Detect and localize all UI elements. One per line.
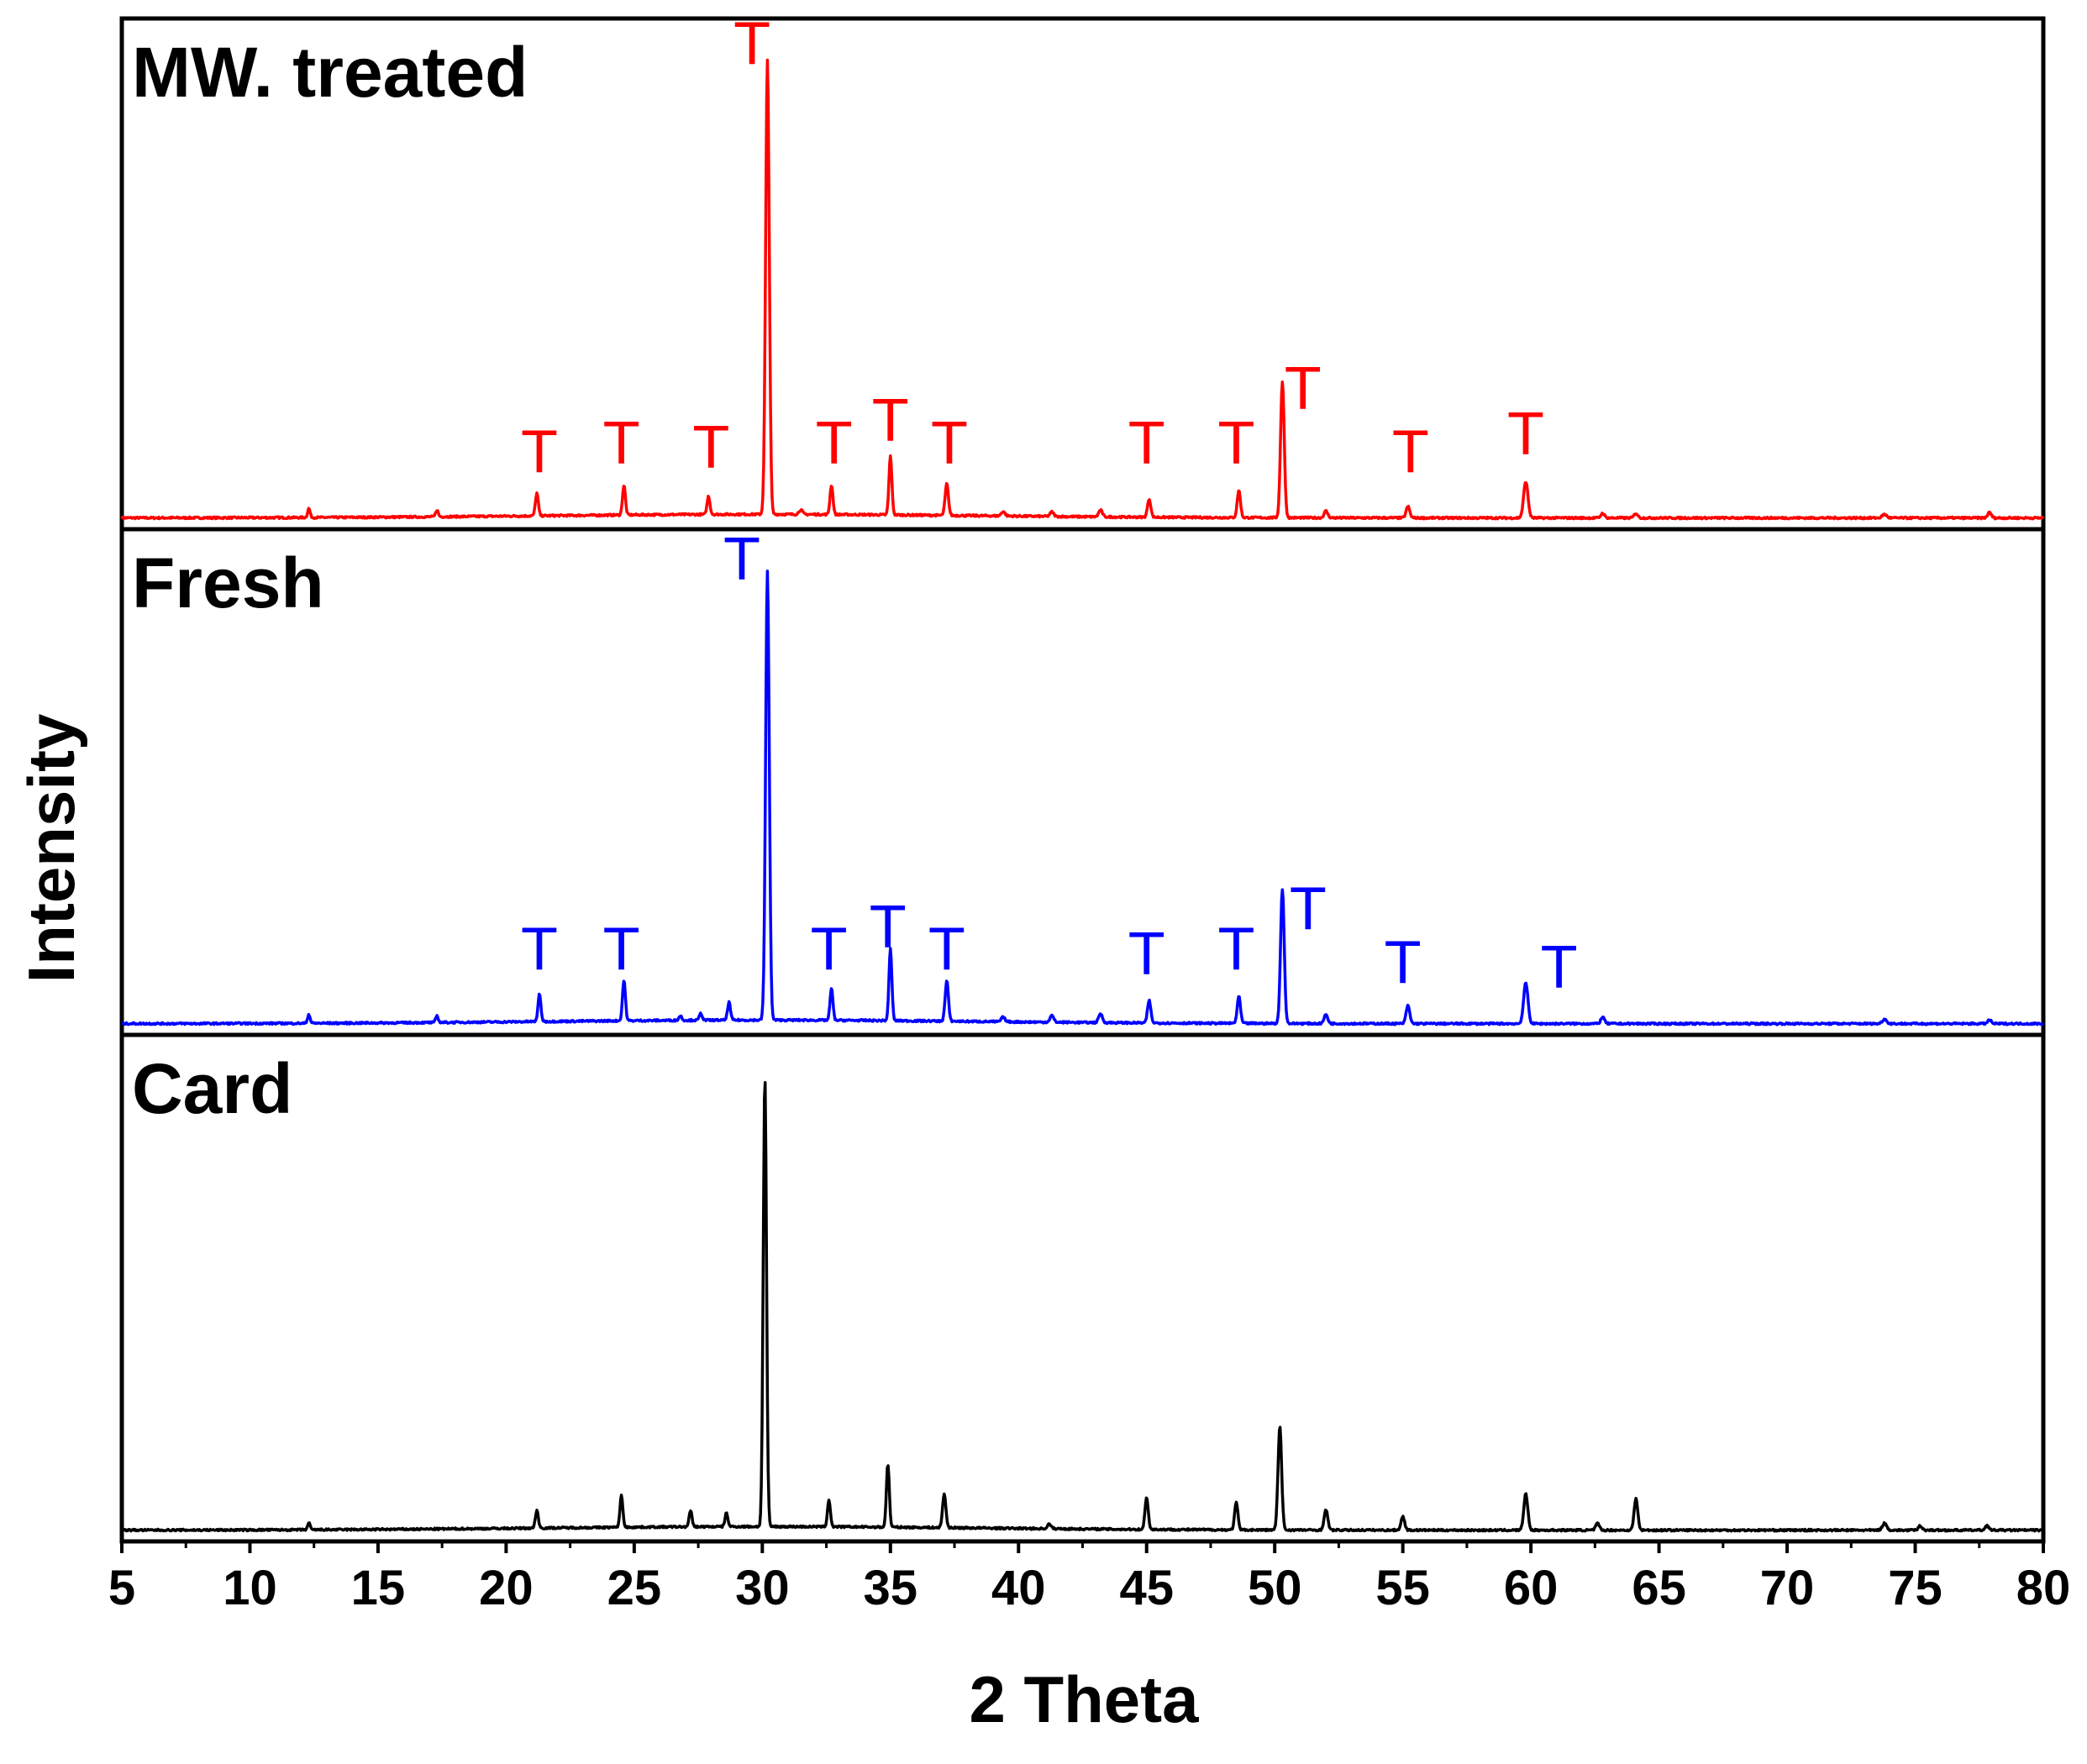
x-tick-label-60: 60: [1504, 1561, 1559, 1615]
x-tick-label-15: 15: [351, 1561, 406, 1615]
x-axis-title: 2 Theta: [969, 1662, 1199, 1736]
x-tick-label-70: 70: [1760, 1561, 1815, 1615]
series-line-3: [121, 1081, 2045, 1533]
peak-marker-1-3: T: [692, 414, 729, 481]
x-tick-label-10: 10: [223, 1561, 277, 1615]
peak-marker-2-8: T: [1217, 916, 1254, 984]
peak-marker-1-8: T: [1128, 410, 1165, 477]
x-tick-label-80: 80: [2016, 1561, 2071, 1615]
x-tick-label-35: 35: [864, 1561, 918, 1615]
peak-marker-1-4: T: [733, 11, 770, 78]
x-tick-label-40: 40: [991, 1561, 1046, 1615]
peak-marker-1-9: T: [1217, 410, 1254, 477]
x-tick-label-20: 20: [479, 1561, 534, 1615]
x-tick-label-30: 30: [735, 1561, 790, 1615]
peak-marker-1-10: T: [1285, 355, 1322, 423]
peak-marker-2-10: T: [1385, 930, 1422, 997]
peak-marker-2-2: T: [603, 916, 640, 984]
series-label-1: MW. treated: [132, 33, 528, 112]
x-tick-label-75: 75: [1888, 1561, 1942, 1615]
series-label-2: Fresh: [132, 543, 324, 622]
peak-marker-2-5: T: [870, 894, 907, 961]
peak-marker-1-5: T: [816, 410, 853, 477]
peak-marker-2-3: T: [723, 526, 760, 593]
peak-marker-1-12: T: [1507, 401, 1544, 468]
peak-marker-2-7: T: [1128, 921, 1165, 988]
x-tick-label-65: 65: [1632, 1561, 1686, 1615]
peak-marker-1-11: T: [1392, 419, 1429, 486]
peak-marker-2-6: T: [928, 916, 965, 984]
peak-marker-1-2: T: [603, 410, 640, 477]
peak-marker-1-1: T: [521, 419, 558, 486]
peak-marker-2-1: T: [521, 916, 558, 984]
peak-marker-2-4: T: [811, 916, 848, 984]
series-label-3: Card: [132, 1049, 292, 1128]
series-line-1: [120, 58, 2045, 521]
x-tick-label-25: 25: [607, 1561, 662, 1615]
panel-frame-2: [119, 527, 2046, 1037]
series-line-2: [121, 570, 2044, 1026]
y-axis-title: Intensity: [14, 714, 88, 984]
peak-marker-2-11: T: [1541, 934, 1578, 1001]
panel-frame-3: [119, 1032, 2046, 1544]
peak-marker-1-6: T: [872, 387, 909, 454]
x-tick-label-45: 45: [1119, 1561, 1174, 1615]
x-tick-label-50: 50: [1248, 1561, 1302, 1615]
x-tick-label-5: 5: [108, 1561, 135, 1615]
peak-marker-2-9: T: [1290, 876, 1327, 943]
peak-marker-1-7: T: [931, 410, 968, 477]
x-tick-label-55: 55: [1375, 1561, 1430, 1615]
